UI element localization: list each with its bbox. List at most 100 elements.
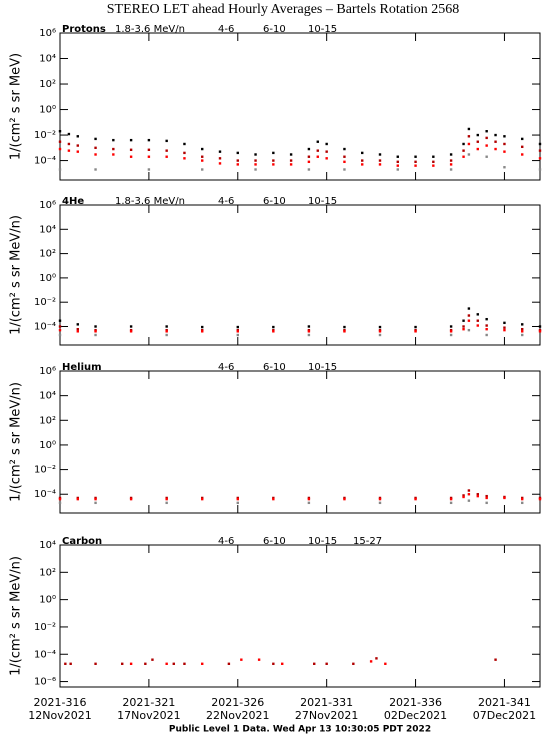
data-point xyxy=(129,497,133,501)
data-point xyxy=(129,662,133,665)
data-point xyxy=(218,150,222,153)
legend-entry: 6-10 xyxy=(263,536,286,547)
data-point xyxy=(201,155,204,158)
data-point xyxy=(94,330,97,333)
data-point xyxy=(538,142,542,146)
y-tick-label: 10⁻⁴ xyxy=(34,489,56,500)
x-tick-date: 02Dec2021 xyxy=(384,709,447,722)
legend-entry: 10-15 xyxy=(308,196,337,207)
data-point xyxy=(476,133,479,137)
data-point xyxy=(414,330,417,333)
data-point xyxy=(144,662,147,665)
data-point xyxy=(343,325,346,329)
data-point xyxy=(183,151,186,155)
data-point xyxy=(254,168,257,171)
y-tick-label: 10⁻² xyxy=(34,297,56,308)
data-point xyxy=(369,660,373,663)
data-point xyxy=(467,135,471,138)
data-point xyxy=(462,319,465,322)
data-point xyxy=(58,497,62,501)
data-point xyxy=(449,325,453,328)
x-tick-label: 2021-336 xyxy=(389,696,442,709)
data-point xyxy=(485,327,488,331)
data-point xyxy=(236,333,239,337)
data-point xyxy=(449,330,453,333)
data-point xyxy=(462,327,465,331)
data-point xyxy=(325,142,328,146)
data-point xyxy=(316,140,319,143)
legend-entry: 1.8-3.6 MeV/n xyxy=(115,24,185,35)
data-point xyxy=(58,147,62,151)
data-point xyxy=(151,658,154,661)
data-point xyxy=(58,333,62,337)
x-tick-date: 17Nov2021 xyxy=(117,709,180,722)
data-point xyxy=(165,149,168,152)
y-axis-label: 1/(cm² s sr MeV/n) xyxy=(9,215,24,335)
data-point xyxy=(64,662,67,665)
y-tick-label: 10² xyxy=(39,79,56,90)
data-point xyxy=(67,142,71,146)
data-point xyxy=(129,148,133,151)
y-tick-label: 10⁴ xyxy=(39,224,56,235)
data-point xyxy=(485,136,488,140)
data-point xyxy=(76,150,79,153)
legend-entry: 10-15 xyxy=(308,362,337,373)
data-point xyxy=(254,159,257,162)
data-point xyxy=(165,501,168,505)
data-point xyxy=(414,497,417,501)
data-point xyxy=(503,328,506,332)
data-point xyxy=(538,330,542,333)
data-point xyxy=(378,497,382,501)
data-point xyxy=(58,140,62,143)
data-point xyxy=(343,147,346,151)
data-point xyxy=(521,501,524,505)
data-point xyxy=(183,662,186,665)
y-tick-label: 10⁻² xyxy=(34,130,56,141)
data-point xyxy=(521,497,524,501)
data-point xyxy=(467,489,471,492)
data-point xyxy=(172,662,175,665)
data-point xyxy=(449,163,453,166)
data-point xyxy=(485,333,488,337)
data-point xyxy=(467,314,471,317)
legend-entry: 10-15 xyxy=(308,24,337,35)
data-point xyxy=(313,662,316,665)
data-point xyxy=(343,168,346,171)
data-point xyxy=(272,151,275,155)
data-point xyxy=(449,168,453,171)
data-point xyxy=(94,137,97,141)
legend-entry: 4-6 xyxy=(218,196,234,207)
x-tick-label: 2021-341 xyxy=(478,696,531,709)
data-point xyxy=(462,495,465,499)
data-point xyxy=(485,155,488,158)
data-point xyxy=(129,155,133,158)
data-point xyxy=(485,496,488,500)
legend-entry: 6-10 xyxy=(263,24,286,35)
data-point xyxy=(378,501,382,505)
data-point xyxy=(112,147,115,151)
data-point xyxy=(375,657,378,660)
data-point xyxy=(165,155,168,158)
footer: Public Level 1 Data. Wed Apr 13 10:30:05… xyxy=(169,725,431,735)
data-point xyxy=(129,330,133,333)
data-point xyxy=(361,163,364,166)
data-point xyxy=(325,662,328,665)
data-point xyxy=(272,163,275,166)
y-tick-label: 10⁴ xyxy=(39,391,56,402)
data-point xyxy=(236,330,239,333)
data-point xyxy=(325,150,328,153)
data-point xyxy=(352,662,355,665)
data-point xyxy=(307,325,311,328)
data-point xyxy=(183,142,186,146)
data-point xyxy=(378,153,382,156)
data-point xyxy=(165,497,168,501)
data-point xyxy=(58,328,62,332)
data-point xyxy=(129,325,133,328)
legend-entry: 6-10 xyxy=(263,362,286,373)
data-point xyxy=(76,327,79,331)
data-point xyxy=(462,149,465,152)
data-point xyxy=(307,155,311,158)
data-point xyxy=(378,330,382,333)
data-point xyxy=(272,330,275,333)
